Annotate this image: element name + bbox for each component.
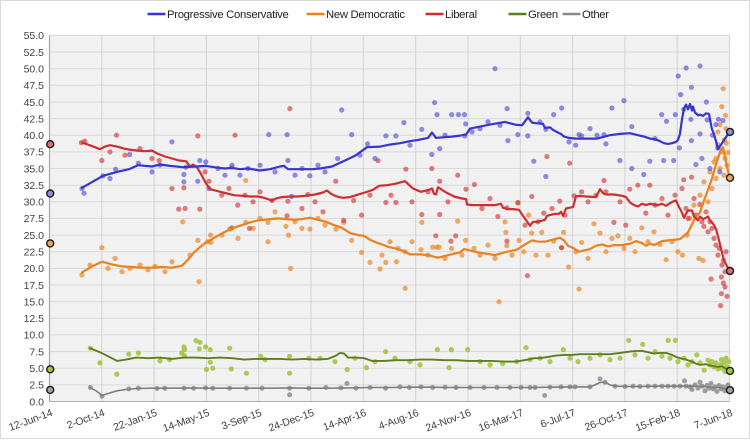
svg-text:25.0: 25.0 [24,230,45,242]
svg-text:17.5: 17.5 [24,280,45,292]
svg-text:0.0: 0.0 [29,396,44,408]
svg-text:55.0: 55.0 [24,30,45,42]
svg-text:30.0: 30.0 [24,197,45,209]
svg-text:45.0: 45.0 [24,97,45,109]
svg-text:New Democratic: New Democratic [326,9,405,21]
svg-text:27.5: 27.5 [24,213,45,225]
svg-text:47.5: 47.5 [24,80,45,92]
svg-text:50.0: 50.0 [24,64,45,76]
svg-text:2.5: 2.5 [29,380,44,392]
svg-text:10.0: 10.0 [24,330,45,342]
svg-text:5.0: 5.0 [29,363,44,375]
svg-text:52.5: 52.5 [24,47,45,59]
svg-text:35.0: 35.0 [24,163,45,175]
svg-text:37.5: 37.5 [24,147,45,159]
svg-text:Liberal: Liberal [445,9,477,21]
svg-text:12.5: 12.5 [24,313,45,325]
svg-text:Other: Other [582,9,609,21]
svg-text:40.0: 40.0 [24,130,45,142]
svg-text:22.5: 22.5 [24,247,45,259]
svg-text:42.5: 42.5 [24,113,45,125]
svg-text:7.5: 7.5 [29,346,44,358]
svg-text:20.0: 20.0 [24,263,45,275]
svg-text:32.5: 32.5 [24,180,45,192]
svg-text:15.0: 15.0 [24,297,45,309]
svg-text:Green: Green [528,9,558,21]
svg-text:Progressive Conservative: Progressive Conservative [167,9,289,21]
